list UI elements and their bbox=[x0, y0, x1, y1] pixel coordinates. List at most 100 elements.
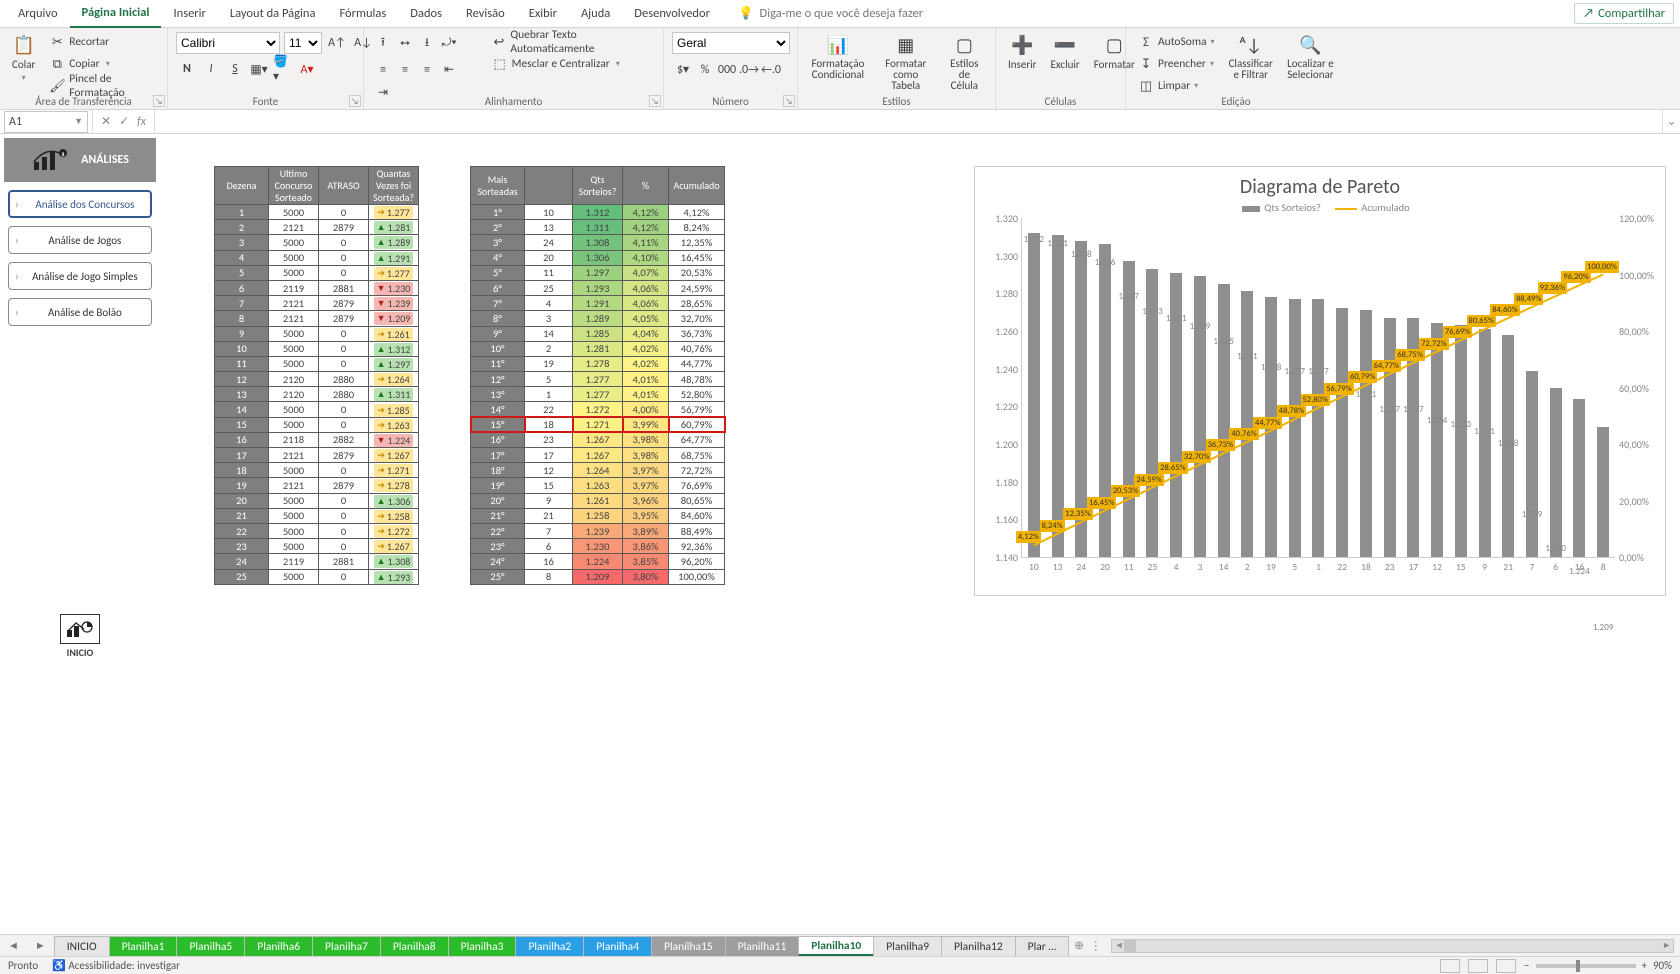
menu-item-arquivo[interactable]: Arquivo bbox=[6, 0, 70, 28]
y-left-tick: 1.320 bbox=[980, 212, 1018, 225]
cut-button[interactable]: ✂Recortar bbox=[45, 32, 159, 52]
normal-view-button[interactable] bbox=[1440, 959, 1460, 973]
orientation-button[interactable]: ⤾▾ bbox=[438, 32, 460, 54]
sheet-tab[interactable]: Planilha6 bbox=[244, 936, 313, 956]
inc-decimal-button[interactable]: .0→ bbox=[738, 59, 760, 81]
insert-cells-button[interactable]: ➕Inserir bbox=[1004, 32, 1041, 73]
page-break-view-button[interactable] bbox=[1496, 959, 1516, 973]
sheet-tab[interactable]: Planilha10 bbox=[798, 936, 874, 956]
indent-dec-button[interactable]: ⇤ bbox=[438, 59, 460, 81]
sheet-tab[interactable]: Planilha7 bbox=[312, 936, 381, 956]
find-select-button[interactable]: 🔍Localizar e Selecionar bbox=[1283, 32, 1338, 82]
sheet-tab[interactable]: Plar … bbox=[1015, 936, 1070, 956]
menu-item-ajuda[interactable]: Ajuda bbox=[569, 0, 622, 28]
dec-decimal-button[interactable]: ←.0 bbox=[760, 59, 782, 81]
new-sheet-button[interactable]: ⊕ bbox=[1074, 938, 1084, 953]
menu-item-layout-da-p-gina[interactable]: Layout da Página bbox=[218, 0, 328, 28]
tab-nav-next-button[interactable]: ► bbox=[27, 939, 54, 952]
sort-filter-button[interactable]: ᴬ↓Classificar e Filtrar bbox=[1225, 32, 1277, 82]
fill-button[interactable]: ↧Preencher▾ bbox=[1134, 54, 1219, 74]
formula-input[interactable] bbox=[155, 110, 1662, 133]
share-button[interactable]: ↗Compartilhar bbox=[1574, 3, 1674, 24]
tab-nav-prev-button[interactable]: ◄ bbox=[0, 939, 27, 952]
thousands-button[interactable]: 000 bbox=[716, 59, 738, 81]
zoom-out-button[interactable]: − bbox=[1524, 959, 1529, 972]
align-center-button[interactable]: ≡ bbox=[394, 59, 416, 81]
align-left-button[interactable]: ≡ bbox=[372, 59, 394, 81]
cumulative-label: 60,79% bbox=[1348, 371, 1377, 383]
nav-button[interactable]: ›Análise de Jogo Simples bbox=[8, 262, 152, 290]
analysis-logo-icon: $ bbox=[31, 146, 71, 174]
font-color-button[interactable]: A▾ bbox=[296, 58, 318, 80]
sheet-tab[interactable]: Planilha8 bbox=[380, 936, 449, 956]
sheet-tab[interactable]: INICIO bbox=[54, 936, 110, 956]
underline-button[interactable]: S bbox=[224, 58, 246, 80]
expand-formula-bar-button[interactable]: ⌄ bbox=[1662, 110, 1680, 133]
dialog-launcher-icon[interactable]: ↘ bbox=[649, 95, 661, 107]
menu-item-dados[interactable]: Dados bbox=[398, 0, 454, 28]
clear-button[interactable]: ◫Limpar▾ bbox=[1134, 76, 1219, 96]
pareto-chart[interactable]: Diagrama de Pareto Qts Sorteios? Acumula… bbox=[974, 166, 1666, 596]
font-name-select[interactable]: Calibri bbox=[176, 32, 280, 54]
wrap-text-button[interactable]: ↩Quebrar Texto Automaticamente bbox=[488, 32, 655, 52]
cancel-formula-button[interactable]: ✕ bbox=[101, 114, 111, 129]
sheet-tab[interactable]: Planilha2 bbox=[515, 936, 584, 956]
merge-center-button[interactable]: ⬚Mesclar e Centralizar▾ bbox=[488, 54, 655, 74]
horizontal-scrollbar[interactable]: ◄► bbox=[1111, 939, 1674, 953]
confirm-formula-button[interactable]: ✓ bbox=[119, 114, 129, 129]
menu-item-inserir[interactable]: Inserir bbox=[161, 0, 217, 28]
format-painter-button[interactable]: 🖌Pincel de Formatação bbox=[45, 76, 159, 96]
sheet-tab[interactable]: Planilha5 bbox=[176, 936, 245, 956]
align-middle-button[interactable]: ⭤ bbox=[394, 32, 416, 54]
italic-button[interactable]: I bbox=[200, 58, 222, 80]
menu-item-f-rmulas[interactable]: Fórmulas bbox=[327, 0, 398, 28]
sheet-tabs: INICIOPlanilha1Planilha5Planilha6Planilh… bbox=[54, 935, 1069, 956]
sheet-tab[interactable]: Planilha15 bbox=[651, 936, 726, 956]
menu-item-revis-o[interactable]: Revisão bbox=[454, 0, 517, 28]
page-layout-view-button[interactable] bbox=[1468, 959, 1488, 973]
copy-button[interactable]: ⧉Copiar▾ bbox=[45, 54, 159, 74]
tell-me-search[interactable]: 💡Diga-me o que você deseja fazer bbox=[738, 6, 923, 21]
nav-button[interactable]: ›Análise de Jogos bbox=[8, 226, 152, 254]
bold-button[interactable]: N bbox=[176, 58, 198, 80]
nav-button[interactable]: ›Análise de Bolão bbox=[8, 298, 152, 326]
percent-button[interactable]: % bbox=[694, 59, 716, 81]
sheet-tab[interactable]: Planilha1 bbox=[109, 936, 178, 956]
chevron-right-icon: › bbox=[15, 306, 19, 319]
borders-button[interactable]: ▦▾ bbox=[248, 58, 270, 80]
font-size-select[interactable]: 11 bbox=[284, 32, 322, 54]
autosum-button[interactable]: ΣAutoSoma▾ bbox=[1134, 32, 1219, 52]
name-box[interactable]: A1▼ bbox=[4, 111, 88, 133]
zoom-slider[interactable] bbox=[1536, 964, 1636, 968]
menu-item-desenvolvedor[interactable]: Desenvolvedor bbox=[622, 0, 722, 28]
fx-icon[interactable]: fx bbox=[137, 115, 146, 129]
delete-cells-button[interactable]: ➖Excluir bbox=[1047, 32, 1084, 73]
increase-font-button[interactable]: A↑ bbox=[326, 32, 348, 54]
sheet-tab[interactable]: Planilha4 bbox=[583, 936, 652, 956]
fill-color-button[interactable]: 🪣▾ bbox=[272, 58, 294, 80]
align-right-button[interactable]: ≡ bbox=[416, 59, 438, 81]
paste-button[interactable]: 📋 Colar ▾ bbox=[8, 32, 39, 85]
dialog-launcher-icon[interactable]: ↘ bbox=[783, 95, 795, 107]
menu-item-exibir[interactable]: Exibir bbox=[517, 0, 569, 28]
align-bottom-button[interactable]: ⭳ bbox=[416, 33, 438, 55]
sheet-tab[interactable]: Planilha12 bbox=[941, 936, 1016, 956]
menu-item-p-gina-inicial[interactable]: Página Inicial bbox=[70, 0, 162, 28]
format-table-button[interactable]: ▦Formatar como Tabela bbox=[876, 32, 936, 93]
cell-styles-button[interactable]: ▢Estilos de Célula bbox=[942, 32, 987, 93]
sheet-tab[interactable]: Planilha3 bbox=[448, 936, 517, 956]
cumulative-label: 36,73% bbox=[1206, 439, 1235, 451]
home-shortcut[interactable]: INICIO bbox=[60, 614, 100, 659]
align-top-button[interactable]: ⭱ bbox=[372, 33, 394, 55]
status-accessibility[interactable]: ♿ Acessibilidade: investigar bbox=[52, 959, 180, 972]
zoom-control[interactable]: − + 90% bbox=[1524, 959, 1672, 972]
dialog-launcher-icon[interactable]: ↘ bbox=[153, 95, 165, 107]
currency-button[interactable]: $▾ bbox=[672, 58, 694, 80]
dialog-launcher-icon[interactable]: ↘ bbox=[349, 95, 361, 107]
sheet-tab[interactable]: Planilha9 bbox=[873, 936, 942, 956]
number-format-select[interactable]: Geral bbox=[672, 32, 790, 54]
zoom-in-button[interactable]: + bbox=[1642, 959, 1647, 972]
sheet-tab[interactable]: Planilha11 bbox=[725, 936, 800, 956]
nav-button[interactable]: ›Análise dos Concursos bbox=[8, 190, 152, 218]
cond-format-button[interactable]: 📊Formatação Condicional bbox=[806, 32, 870, 82]
